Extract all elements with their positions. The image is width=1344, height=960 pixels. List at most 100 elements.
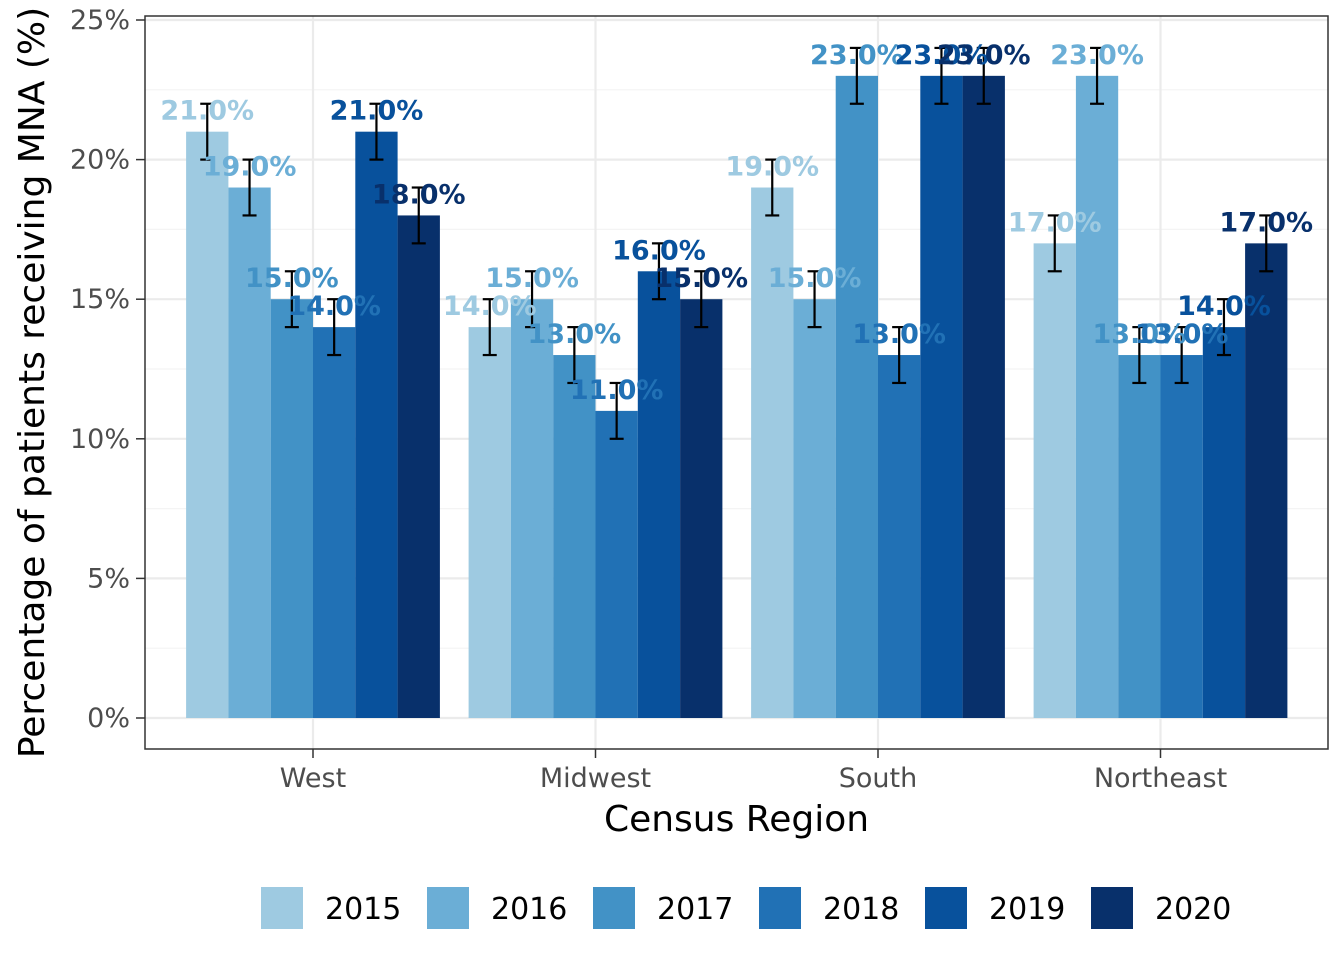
x-tick-label: South [839,763,917,794]
legend-label: 2019 [989,892,1065,927]
x-tick-label: West [280,763,346,794]
bar [835,75,878,719]
bar [510,299,554,718]
bar [751,187,794,718]
bar [1118,355,1161,718]
error-bar [482,298,497,357]
error-bars [200,46,1274,440]
data-label: 11.0% [570,375,664,406]
error-bar [1259,214,1274,273]
bars [186,75,1288,719]
y-axis-title: Percentage of patients receiving MNA (%) [12,7,53,758]
data-label: 17.0% [1008,207,1102,238]
bar [595,410,638,718]
data-label: 15.0% [654,263,748,294]
error-bar [567,326,582,385]
bar [793,299,836,718]
bar [920,75,963,719]
error-bar [651,242,666,301]
data-label: 13.0% [1093,319,1187,350]
bar [468,327,511,718]
bar [1033,243,1076,719]
bar [1245,243,1288,719]
y-tick-label: 5% [87,563,130,594]
data-label: 15.0% [485,263,579,294]
data-label: 15.0% [245,263,339,294]
data-label: 18.0% [372,179,466,210]
error-bar [1216,298,1231,357]
bar [270,299,313,718]
bar [355,131,398,718]
data-label: 23.0% [1050,40,1144,71]
error-bar [525,270,540,329]
legend-key [261,887,303,929]
y-tick-label: 25% [70,5,130,36]
error-bar [807,270,822,329]
y-axis: 0% 5% 10% 15% 20% 25% [70,5,145,734]
data-label: 19.0% [203,152,297,183]
error-bar [892,326,907,385]
legend-item: 2017 [593,887,733,929]
data-label: 14.0% [1177,291,1271,322]
bar [637,271,681,718]
bar [1075,75,1119,719]
error-bar [976,46,991,105]
legend-key [427,887,469,929]
error-bar [200,102,215,161]
y-tick-label: 20% [70,145,130,176]
legend-item: 2019 [925,887,1065,929]
data-labels: 21.0% 14.0% 19.0% 17.0% 19.0% 15.0% 15.0% 23.0%… [160,40,1313,406]
bar [553,355,596,718]
bar [962,75,1005,719]
error-bar [694,270,709,329]
error-bar [1090,46,1105,105]
y-tick-label: 0% [87,703,130,734]
y-tick-label: 15% [70,284,130,315]
x-axis-title: Census Region [604,799,869,840]
x-tick-label: Midwest [540,763,651,794]
legend-item: 2020 [1091,887,1231,929]
legend-label: 2017 [657,892,733,927]
error-bar [849,46,864,105]
data-label: 23.0% [895,40,989,71]
data-label: 14.0% [287,291,381,322]
error-bar [934,46,949,105]
data-label: 13.0% [852,319,946,350]
data-label: 13.0% [1135,319,1229,350]
data-label: 15.0% [768,263,862,294]
legend-item: 2018 [759,887,899,929]
data-label: 19.0% [725,152,819,183]
legend-key [1091,887,1133,929]
bar [1202,327,1246,718]
bar [186,131,229,718]
bar [397,215,440,718]
legend-label: 2015 [325,892,401,927]
x-axis: West Midwest South Northeast [280,749,1227,794]
legend-label: 2020 [1155,892,1231,927]
error-bar [765,158,780,217]
data-label: 23.0% [937,40,1031,71]
data-label: 17.0% [1219,207,1313,238]
error-bar [369,102,384,161]
error-bar [1132,326,1147,385]
bar [878,355,921,718]
legend-item: 2016 [427,887,567,929]
data-label: 16.0% [612,235,706,266]
data-label: 14.0% [443,291,537,322]
bar [1160,355,1203,718]
bar [313,327,356,718]
error-bar [327,298,342,357]
error-bar [1174,326,1189,385]
legend-key [759,887,801,929]
bar [680,299,723,718]
y-tick-label: 10% [70,424,130,455]
plot-panel-border [144,15,1329,750]
data-label: 23.0% [810,40,904,71]
data-label: 21.0% [330,96,424,127]
error-bar [284,270,299,329]
legend-label: 2018 [823,892,899,927]
legend: 2015 2016 2017 2018 2019 2020 [261,887,1231,929]
data-label: 21.0% [160,96,254,127]
legend-key [925,887,967,929]
x-tick-label: Northeast [1094,763,1227,794]
